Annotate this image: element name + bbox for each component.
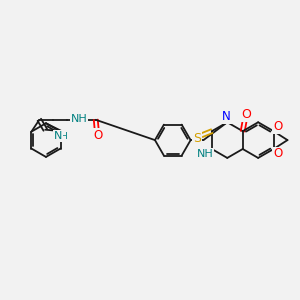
- Text: N: N: [54, 131, 62, 141]
- Text: O: O: [93, 129, 102, 142]
- Text: O: O: [273, 148, 282, 160]
- Text: N: N: [222, 110, 231, 123]
- Text: NH: NH: [196, 149, 213, 159]
- Text: O: O: [241, 108, 250, 121]
- Text: H: H: [60, 132, 67, 141]
- Text: S: S: [193, 132, 201, 145]
- Text: NH: NH: [70, 114, 87, 124]
- Text: O: O: [273, 120, 282, 133]
